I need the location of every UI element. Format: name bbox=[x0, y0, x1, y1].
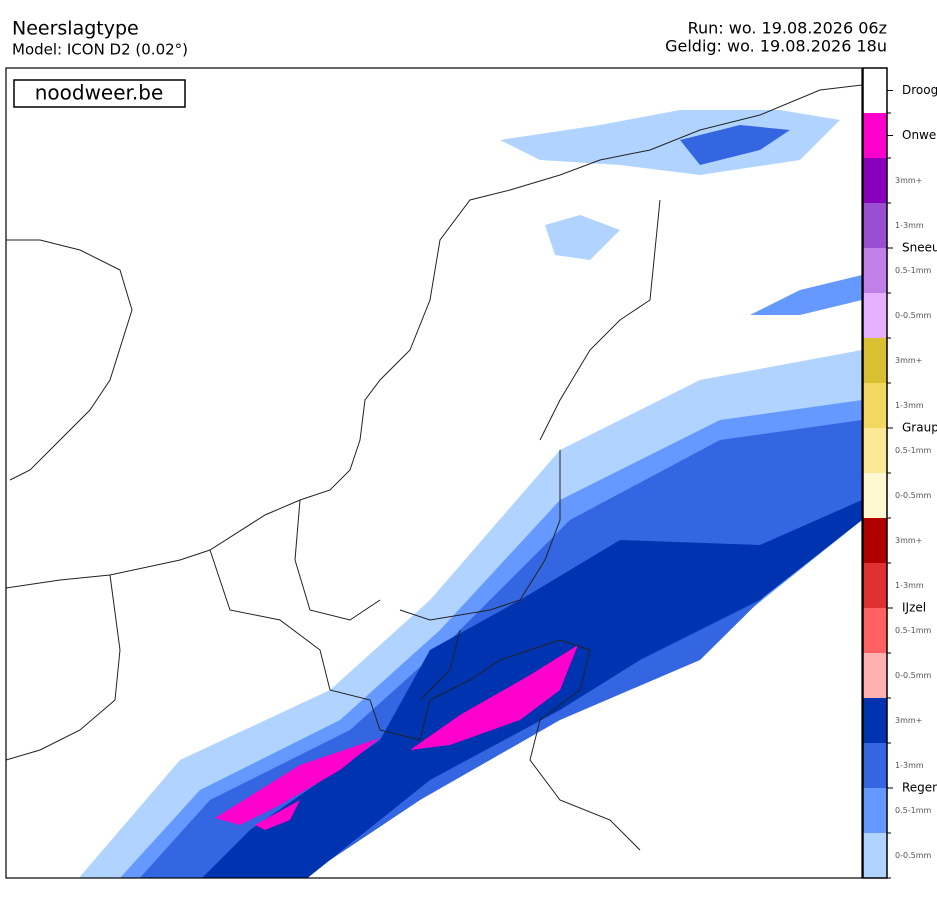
legend-swatch bbox=[863, 743, 887, 788]
legend-swatch bbox=[863, 563, 887, 608]
legend-sublabel: 0-0.5mm bbox=[895, 671, 931, 680]
model: Model: ICON D2 (0.02°) bbox=[12, 41, 188, 59]
title: Neerslagtype bbox=[12, 18, 139, 40]
legend-swatch bbox=[863, 293, 887, 338]
legend-swatch bbox=[863, 428, 887, 473]
brand-box bbox=[13, 79, 186, 108]
legend-sublabel: 0.5-1mm bbox=[895, 806, 931, 815]
legend-swatch bbox=[863, 158, 887, 203]
legend-sublabel: 3mm+ bbox=[895, 536, 922, 545]
legend-sublabel: 3mm+ bbox=[895, 176, 922, 185]
legend-swatch bbox=[863, 788, 887, 833]
map bbox=[6, 68, 862, 878]
legend-sublabel: 0.5-1mm bbox=[895, 446, 931, 455]
legend-swatch bbox=[863, 203, 887, 248]
legend-sublabel: 0-0.5mm bbox=[895, 491, 931, 500]
legend-swatch bbox=[863, 383, 887, 428]
legend-swatch bbox=[863, 833, 887, 878]
legend-label: Droog bbox=[902, 83, 937, 97]
legend-sublabel: 1-3mm bbox=[895, 581, 924, 590]
legend-sublabel: 0-0.5mm bbox=[895, 851, 931, 860]
legend-label: Graup bbox=[902, 421, 937, 435]
legend-swatch bbox=[863, 653, 887, 698]
legend: Droog Onwe 3mm+ 1-3mm 0.5-1mm 0-0.5mm Sneeu 3mm… bbox=[862, 67, 937, 879]
legend-swatch bbox=[863, 68, 887, 113]
brand: noodweer.be bbox=[35, 81, 164, 105]
valid: Geldig: wo. 19.08.2026 18u bbox=[665, 37, 887, 56]
legend-sublabel: 3mm+ bbox=[895, 356, 922, 365]
legend-label: IJzel bbox=[902, 601, 926, 615]
legend-swatch bbox=[863, 113, 887, 158]
legend-sublabel: 3mm+ bbox=[895, 716, 922, 725]
legend-swatch bbox=[863, 518, 887, 563]
legend-sublabel: 1-3mm bbox=[895, 401, 924, 410]
legend-swatch bbox=[863, 248, 887, 293]
legend-swatch bbox=[863, 698, 887, 743]
legend-sublabel: 0.5-1mm bbox=[895, 626, 931, 635]
legend-swatch bbox=[863, 338, 887, 383]
legend-label: Onwe bbox=[902, 128, 936, 142]
legend-sublabel: 1-3mm bbox=[895, 761, 924, 770]
legend-frame bbox=[862, 67, 888, 879]
legend-swatch bbox=[863, 608, 887, 653]
run: Run: wo. 19.08.2026 06z bbox=[688, 19, 887, 38]
legend-sublabel: 0-0.5mm bbox=[895, 311, 931, 320]
legend-sublabel: 1-3mm bbox=[895, 221, 924, 230]
map-frame bbox=[5, 67, 863, 879]
legend-label: Regen bbox=[902, 781, 937, 795]
legend-swatch bbox=[863, 473, 887, 518]
legend-label: Sneeu bbox=[902, 241, 937, 255]
legend-sublabel: 0.5-1mm bbox=[895, 266, 931, 275]
